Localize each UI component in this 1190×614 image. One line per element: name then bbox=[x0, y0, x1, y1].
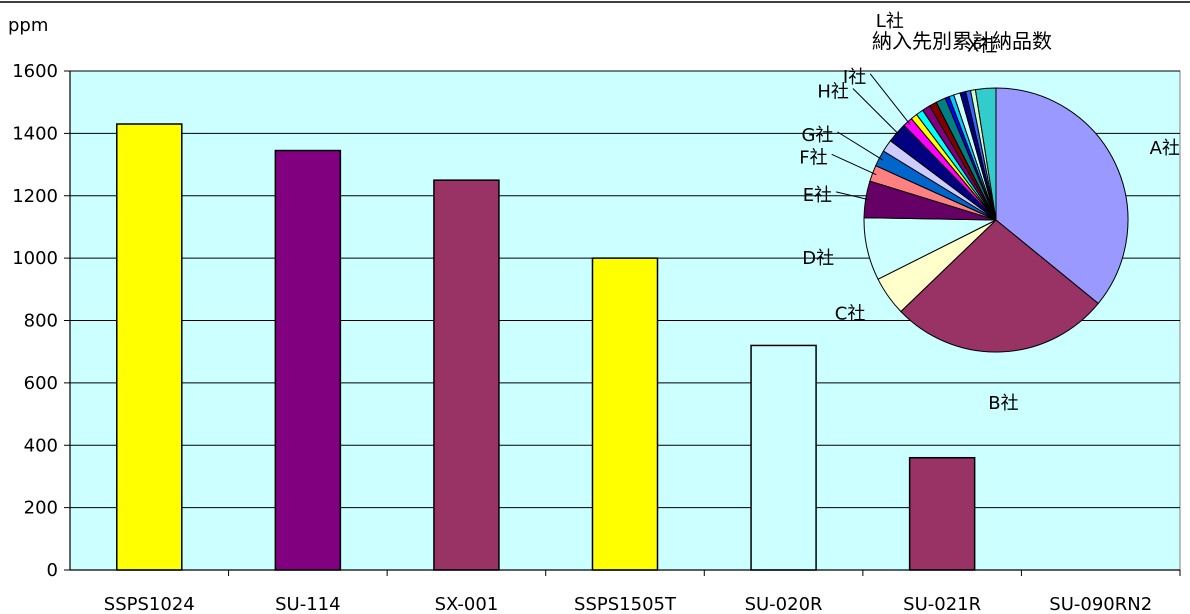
pie-leader-line bbox=[835, 191, 870, 201]
pie-label: I社 bbox=[843, 67, 866, 88]
pie-leader-line bbox=[837, 131, 884, 161]
pie-leader-line bbox=[831, 153, 877, 176]
bar bbox=[908, 456, 976, 571]
pie-title: 納入先別累計納品数 bbox=[872, 29, 1052, 53]
pie-leader-line bbox=[869, 73, 911, 126]
y-tick-label: 1400 bbox=[12, 123, 58, 144]
pie-label: L社 bbox=[876, 11, 904, 32]
pie-slice bbox=[900, 219, 1099, 353]
pie-label: B社 bbox=[988, 393, 1018, 414]
pie-label: X社 bbox=[967, 36, 997, 57]
y-tick-labels: 0 200 400 600 800 1000 1200 1400 1600 bbox=[12, 61, 58, 581]
y-tick-label: 1200 bbox=[12, 186, 58, 207]
pie-slice bbox=[995, 87, 1129, 305]
x-tick-label: SSPS1024 bbox=[104, 594, 195, 614]
y-tick-label: 800 bbox=[24, 311, 58, 332]
x-tick-label: SU-114 bbox=[275, 594, 340, 614]
pie-label: C社 bbox=[835, 303, 866, 324]
pie-label: H社 bbox=[817, 81, 849, 102]
x-tick-labels: SSPS1024 SU-114 SX-001 SSPS1505T SU-020R SU-0… bbox=[104, 594, 1152, 614]
x-tick-label: SSPS1505T bbox=[574, 594, 677, 614]
pie-label: G社 bbox=[801, 125, 833, 146]
bar bbox=[274, 149, 342, 571]
bars bbox=[116, 123, 976, 571]
x-tick-label: SU-020R bbox=[745, 594, 823, 614]
x-tick-label: SU-090RN2 bbox=[1049, 594, 1152, 614]
bar bbox=[750, 344, 817, 571]
pie-leader-lines bbox=[831, 73, 911, 201]
y-tick-label: 0 bbox=[47, 560, 58, 581]
pie-label: F社 bbox=[799, 147, 827, 168]
y-tick-label: 400 bbox=[24, 435, 58, 456]
y-tick-label: 600 bbox=[24, 373, 58, 394]
pie-slice bbox=[974, 87, 997, 221]
pie-chart bbox=[863, 87, 1129, 353]
pie-leader-line bbox=[852, 88, 901, 136]
x-tick-label: SX-001 bbox=[435, 594, 499, 614]
pie-label: A社 bbox=[1150, 138, 1180, 159]
y-tick-label: 200 bbox=[24, 498, 58, 519]
bar bbox=[116, 123, 183, 571]
x-tick-label: SU-021R bbox=[903, 594, 981, 614]
bar bbox=[433, 179, 500, 571]
x-axis bbox=[69, 71, 1181, 576]
y-tick-label: 1000 bbox=[12, 248, 58, 269]
pie-label: E社 bbox=[803, 185, 832, 206]
bar bbox=[591, 257, 659, 571]
y-axis-label: ppm bbox=[8, 15, 48, 36]
y-tick-label: 1600 bbox=[12, 61, 58, 82]
pie-label: D社 bbox=[802, 248, 834, 269]
